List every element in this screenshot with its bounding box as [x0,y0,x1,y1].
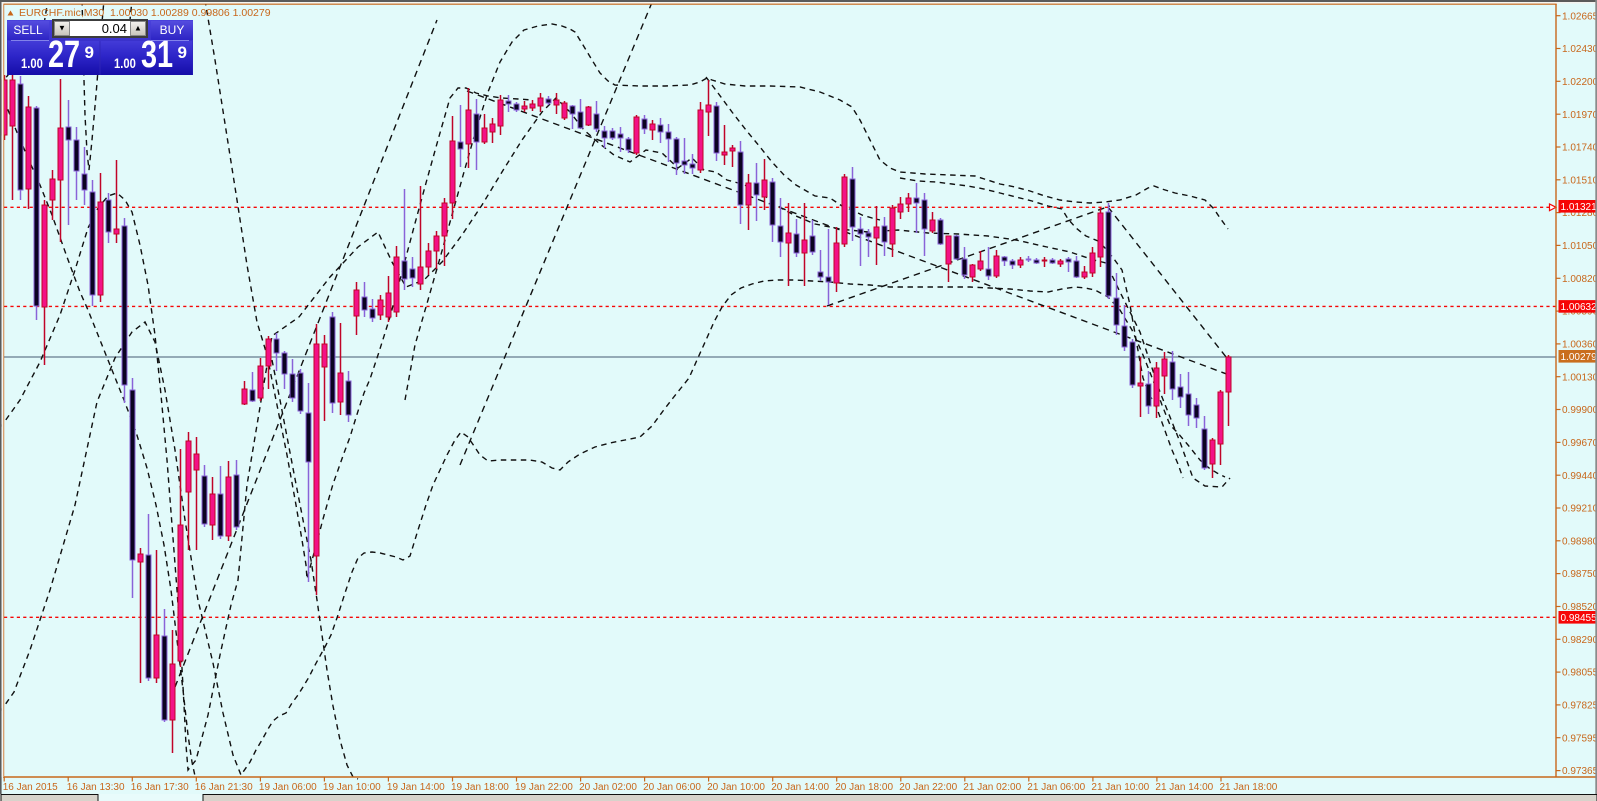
svg-text:1.01740: 1.01740 [1562,143,1597,154]
svg-text:0.97365: 0.97365 [1562,766,1597,777]
svg-text:0.99670: 0.99670 [1562,438,1597,449]
svg-text:20 Jan 02:00: 20 Jan 02:00 [579,782,637,793]
svg-text:20 Jan 22:00: 20 Jan 22:00 [899,782,957,793]
svg-text:1.01280: 1.01280 [1562,208,1597,219]
svg-text:19 Jan 22:00: 19 Jan 22:00 [515,782,573,793]
svg-text:1.00130: 1.00130 [1562,372,1597,383]
svg-text:19 Jan 14:00: 19 Jan 14:00 [387,782,445,793]
svg-text:20 Jan 18:00: 20 Jan 18:00 [835,782,893,793]
svg-text:EURCHF.mic,M30 1.00030 1.0028: EURCHF.mic,M30 1.00030 1.00289 0.99806 1… [19,7,271,19]
svg-text:1.01321: 1.01321 [1561,202,1597,213]
svg-text:19 Jan 10:00: 19 Jan 10:00 [323,782,381,793]
svg-text:1.01050: 1.01050 [1562,241,1597,252]
svg-text:0.99440: 0.99440 [1562,471,1597,482]
svg-text:19 Jan 18:00: 19 Jan 18:00 [451,782,509,793]
svg-text:1.01970: 1.01970 [1562,110,1597,121]
svg-text:1.00632: 1.00632 [1561,302,1597,313]
svg-text:16 Jan 13:30: 16 Jan 13:30 [67,782,125,793]
svg-text:0.98520: 0.98520 [1562,602,1597,613]
svg-text:21 Jan 02:00: 21 Jan 02:00 [963,782,1021,793]
svg-text:0.98980: 0.98980 [1562,536,1597,547]
svg-text:16 Jan 2015: 16 Jan 2015 [3,782,58,793]
svg-text:20 Jan 14:00: 20 Jan 14:00 [771,782,829,793]
svg-text:0.97595: 0.97595 [1562,733,1597,744]
svg-text:0.98455: 0.98455 [1561,613,1597,624]
svg-text:0.98750: 0.98750 [1562,569,1597,580]
svg-text:0.98055: 0.98055 [1562,668,1597,679]
svg-text:0.98290: 0.98290 [1562,635,1597,646]
svg-text:1.02665: 1.02665 [1562,11,1597,22]
svg-text:1.00279: 1.00279 [1561,352,1597,363]
svg-text:1.02430: 1.02430 [1562,44,1597,55]
svg-text:0.97825: 0.97825 [1562,701,1597,712]
svg-text:1.00360: 1.00360 [1562,340,1597,351]
svg-text:0.99210: 0.99210 [1562,504,1597,515]
svg-text:16 Jan 21:30: 16 Jan 21:30 [195,782,253,793]
svg-text:21 Jan 18:00: 21 Jan 18:00 [1220,782,1278,793]
svg-text:16 Jan 17:30: 16 Jan 17:30 [131,782,189,793]
svg-text:21 Jan 06:00: 21 Jan 06:00 [1027,782,1085,793]
svg-text:20 Jan 10:00: 20 Jan 10:00 [707,782,765,793]
svg-text:19 Jan 06:00: 19 Jan 06:00 [259,782,317,793]
svg-text:0.99900: 0.99900 [1562,405,1597,416]
svg-text:1.00820: 1.00820 [1562,274,1597,285]
svg-text:1.02200: 1.02200 [1562,77,1597,88]
svg-text:21 Jan 10:00: 21 Jan 10:00 [1091,782,1149,793]
svg-text:21 Jan 14:00: 21 Jan 14:00 [1155,782,1213,793]
svg-text:1.01510: 1.01510 [1562,175,1597,186]
svg-text:20 Jan 06:00: 20 Jan 06:00 [643,782,701,793]
